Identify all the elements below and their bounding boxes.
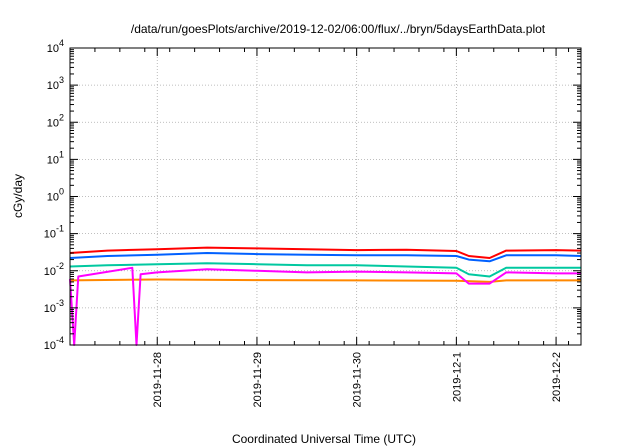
y-tick-label-exponent: 0 bbox=[59, 187, 64, 197]
series-layer bbox=[69, 246, 582, 346]
y-tick-label-base: 10 bbox=[47, 154, 59, 166]
series-line bbox=[69, 252, 582, 263]
series-line bbox=[69, 246, 582, 259]
y-tick-label-base: 10 bbox=[44, 340, 56, 352]
y-tick-label: 101 bbox=[47, 149, 64, 166]
y-tick-label-base: 10 bbox=[47, 43, 59, 55]
x-axis-label: Coordinated Universal Time (UTC) bbox=[232, 432, 416, 446]
y-tick-label: 10-1 bbox=[44, 224, 64, 241]
y-tick-label: 10-4 bbox=[44, 335, 64, 352]
series-line bbox=[69, 278, 581, 283]
y-tick-label-base: 10 bbox=[47, 117, 59, 129]
x-tick-label: 2019-12-1 bbox=[451, 352, 463, 402]
y-tick-label-exponent: 2 bbox=[59, 112, 64, 122]
y-tick-label-exponent: -1 bbox=[56, 224, 64, 234]
y-tick-label: 100 bbox=[47, 187, 64, 204]
y-tick-label: 103 bbox=[47, 75, 64, 92]
chart-title: /data/run/goesPlots/archive/2019-12-02/0… bbox=[131, 22, 546, 36]
y-tick-label-exponent: -3 bbox=[56, 298, 64, 308]
y-tick-label-base: 10 bbox=[47, 80, 59, 92]
y-tick-label-exponent: -2 bbox=[56, 261, 64, 271]
series-line bbox=[69, 266, 581, 346]
y-tick-label: 10-3 bbox=[44, 298, 64, 315]
y-tick-label-base: 10 bbox=[44, 229, 56, 241]
y-tick-label: 10-2 bbox=[44, 261, 64, 278]
y-tick-label-exponent: 3 bbox=[59, 75, 64, 85]
y-tick-label: 102 bbox=[47, 112, 64, 129]
x-tick-label: 2019-11-30 bbox=[352, 352, 364, 407]
x-tick-label: 2019-11-28 bbox=[152, 352, 164, 407]
x-tick-label: 2019-11-29 bbox=[252, 352, 264, 407]
y-tick-label-exponent: -4 bbox=[56, 335, 64, 345]
y-tick-label-exponent: 1 bbox=[59, 149, 64, 159]
y-tick-label: 104 bbox=[47, 38, 64, 55]
x-tick-label: 2019-12-2 bbox=[551, 352, 563, 402]
ticks: 10-410-310-210-11001011021031042019-11-2… bbox=[44, 38, 581, 407]
series-line bbox=[69, 262, 581, 278]
y-tick-label-base: 10 bbox=[44, 266, 56, 278]
y-tick-label-base: 10 bbox=[44, 303, 56, 315]
y-axis-label: cGy/day bbox=[11, 174, 25, 218]
y-tick-label-exponent: 4 bbox=[59, 38, 64, 48]
y-tick-label-base: 10 bbox=[47, 192, 59, 204]
grid bbox=[70, 48, 581, 345]
